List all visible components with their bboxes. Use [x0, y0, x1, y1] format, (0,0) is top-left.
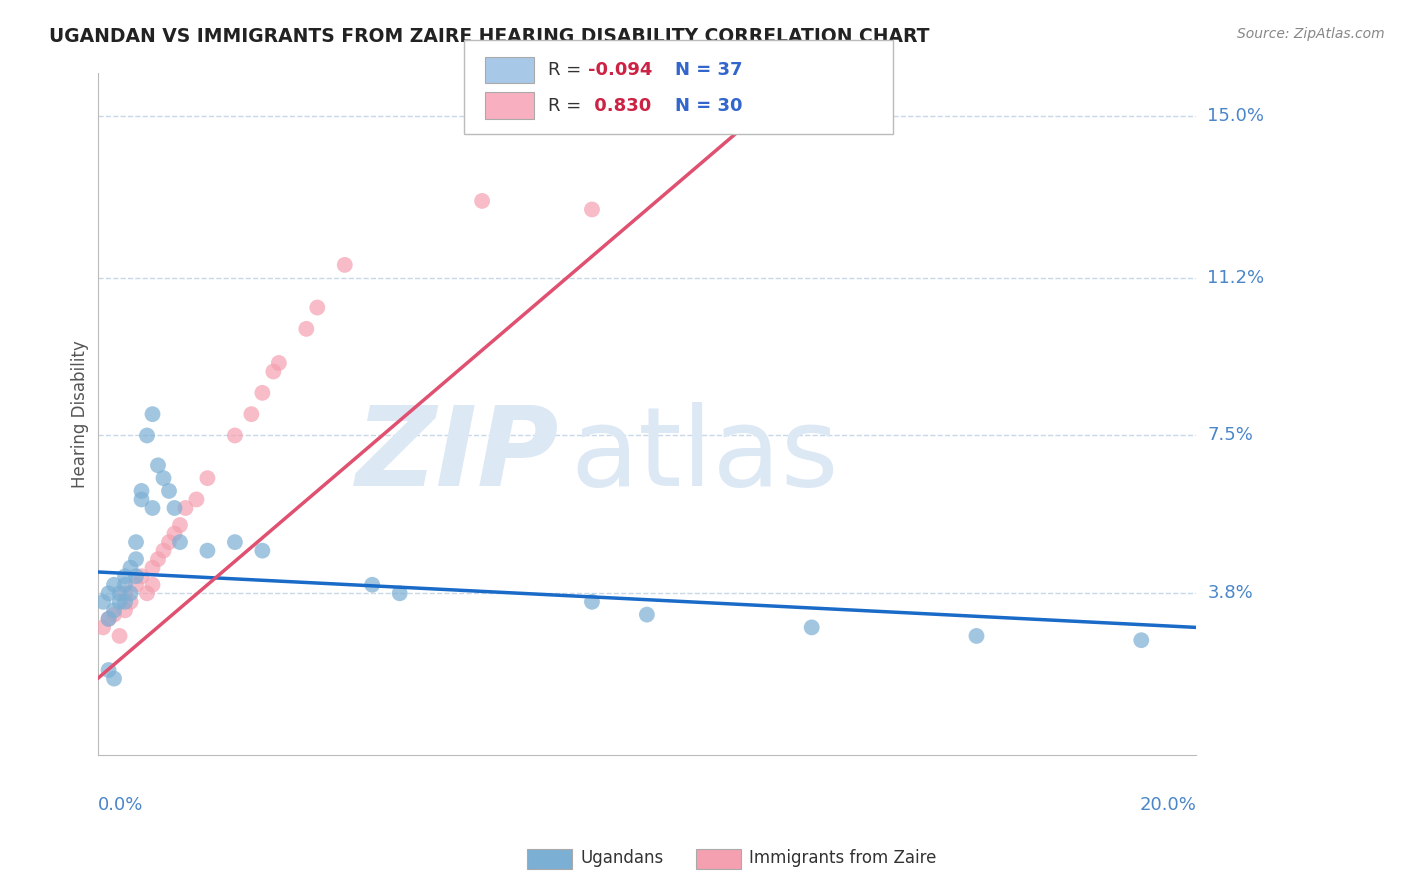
Point: [252, 385, 274, 400]
Point: [636, 607, 658, 622]
Text: 0.0%: 0.0%: [97, 797, 143, 814]
Point: [966, 629, 988, 643]
Point: [125, 578, 148, 592]
Point: [108, 586, 131, 600]
Point: [388, 586, 411, 600]
Text: 11.2%: 11.2%: [1208, 268, 1264, 286]
Point: [295, 322, 318, 336]
Point: [157, 535, 180, 549]
Point: [97, 663, 120, 677]
Text: UGANDAN VS IMMIGRANTS FROM ZAIRE HEARING DISABILITY CORRELATION CHART: UGANDAN VS IMMIGRANTS FROM ZAIRE HEARING…: [49, 27, 929, 45]
Point: [91, 595, 114, 609]
Point: [125, 569, 148, 583]
Point: [361, 578, 384, 592]
Point: [103, 578, 125, 592]
Point: [800, 620, 823, 634]
Point: [103, 672, 125, 686]
Point: [114, 578, 136, 592]
Point: [125, 552, 148, 566]
Point: [97, 612, 120, 626]
Point: [103, 603, 125, 617]
Text: 0.830: 0.830: [588, 96, 651, 114]
Point: [267, 356, 290, 370]
Point: [157, 483, 180, 498]
Point: [141, 500, 163, 515]
Point: [163, 500, 186, 515]
Point: [333, 258, 356, 272]
Text: 7.5%: 7.5%: [1208, 426, 1253, 444]
Point: [307, 301, 329, 315]
Point: [114, 586, 136, 600]
Point: [131, 492, 153, 507]
Point: [262, 364, 284, 378]
Point: [169, 535, 191, 549]
Point: [120, 586, 142, 600]
Point: [146, 458, 169, 473]
Text: N = 30: N = 30: [675, 96, 742, 114]
Point: [141, 407, 163, 421]
Point: [146, 552, 169, 566]
Point: [581, 202, 603, 217]
Point: [108, 629, 131, 643]
Point: [120, 595, 142, 609]
Text: -0.094: -0.094: [588, 61, 652, 79]
Text: Immigrants from Zaire: Immigrants from Zaire: [749, 849, 936, 867]
Text: R =: R =: [548, 96, 588, 114]
Point: [169, 518, 191, 533]
Point: [125, 535, 148, 549]
Point: [240, 407, 263, 421]
Point: [174, 500, 197, 515]
Y-axis label: Hearing Disability: Hearing Disability: [72, 340, 89, 488]
Point: [97, 586, 120, 600]
Point: [1130, 633, 1153, 648]
Point: [114, 595, 136, 609]
Point: [97, 612, 120, 626]
Point: [131, 569, 153, 583]
Point: [197, 543, 219, 558]
Point: [136, 428, 159, 442]
Text: Source: ZipAtlas.com: Source: ZipAtlas.com: [1237, 27, 1385, 41]
Text: ZIP: ZIP: [356, 401, 560, 508]
Point: [120, 560, 142, 574]
Point: [224, 428, 246, 442]
Point: [252, 543, 274, 558]
Text: R =: R =: [548, 61, 588, 79]
Text: atlas: atlas: [569, 401, 838, 508]
Point: [141, 578, 163, 592]
Point: [471, 194, 494, 208]
Point: [141, 560, 163, 574]
Text: 20.0%: 20.0%: [1139, 797, 1197, 814]
Point: [114, 569, 136, 583]
Point: [108, 595, 131, 609]
Point: [91, 620, 114, 634]
Text: 3.8%: 3.8%: [1208, 584, 1253, 602]
Point: [152, 543, 174, 558]
Point: [197, 471, 219, 485]
Point: [152, 471, 174, 485]
Text: Ugandans: Ugandans: [581, 849, 664, 867]
Point: [131, 483, 153, 498]
Point: [114, 603, 136, 617]
Point: [581, 595, 603, 609]
Point: [103, 607, 125, 622]
Point: [186, 492, 208, 507]
Point: [136, 586, 159, 600]
Point: [224, 535, 246, 549]
Text: N = 37: N = 37: [675, 61, 742, 79]
Text: 15.0%: 15.0%: [1208, 107, 1264, 125]
Point: [163, 526, 186, 541]
